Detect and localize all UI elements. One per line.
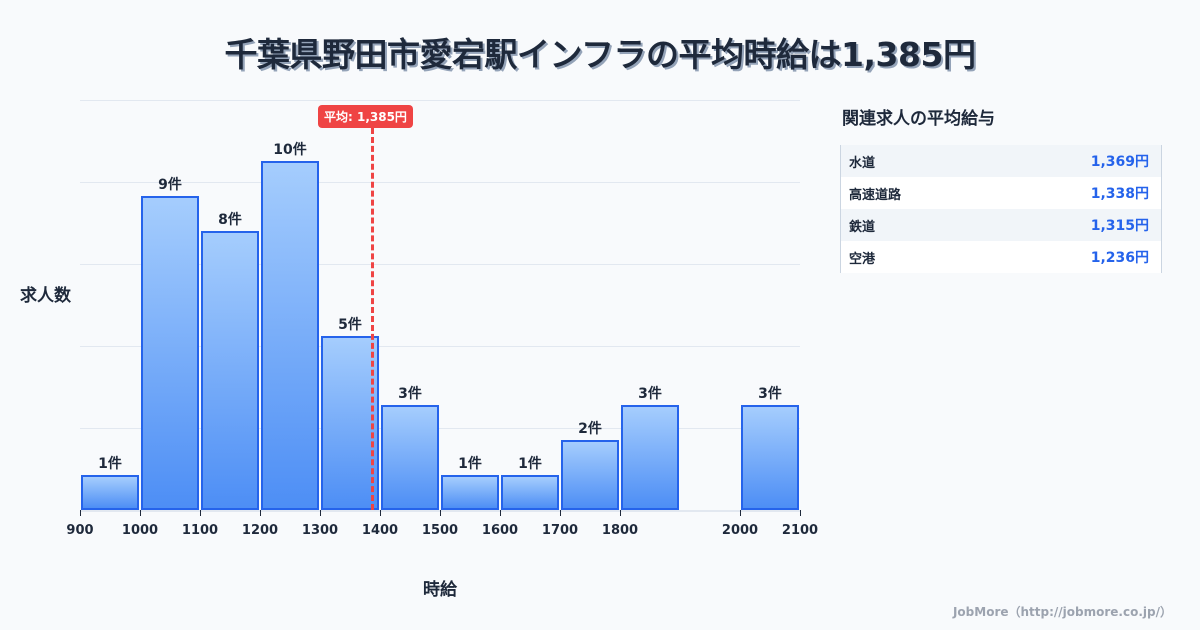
x-tick-label: 1200 xyxy=(241,523,279,538)
x-tick xyxy=(800,510,801,516)
histogram-bar xyxy=(741,405,799,510)
x-tick-label: 1400 xyxy=(361,523,399,538)
histogram-bar xyxy=(621,405,679,510)
histogram-bar xyxy=(201,230,259,510)
histogram-bar xyxy=(321,335,379,510)
x-tick-label: 1600 xyxy=(481,523,519,538)
x-tick-label: 1100 xyxy=(181,523,219,538)
table-row: 高速道路 1,338円 xyxy=(841,177,1161,209)
x-tick-label: 1300 xyxy=(301,523,339,538)
row-value: 1,236円 xyxy=(1090,250,1149,266)
table-row: 空港 1,236円 xyxy=(841,241,1161,273)
x-tick xyxy=(320,510,321,516)
x-tick-label: 1500 xyxy=(421,523,459,538)
x-tick-label: 1000 xyxy=(121,523,159,538)
x-tick xyxy=(80,510,81,516)
x-tick xyxy=(200,510,201,516)
row-name: 水道 xyxy=(849,155,876,171)
average-line xyxy=(371,128,374,510)
gridline xyxy=(80,100,800,101)
histogram-bar xyxy=(261,161,319,510)
row-value: 1,315円 xyxy=(1090,218,1149,234)
x-tick xyxy=(260,510,261,516)
row-name: 高速道路 xyxy=(849,187,902,203)
bar-value-label: 9件 xyxy=(158,176,182,193)
x-tick xyxy=(140,510,141,516)
table-row: 水道 1,369円 xyxy=(841,145,1161,177)
x-tick xyxy=(380,510,381,516)
gridline xyxy=(80,264,800,265)
histogram-bar xyxy=(141,195,199,510)
bar-value-label: 2件 xyxy=(578,421,602,438)
x-tick xyxy=(440,510,441,516)
histogram-bar xyxy=(561,440,619,510)
x-tick-label: 900 xyxy=(66,523,94,538)
bar-value-label: 3件 xyxy=(638,386,662,403)
histogram-bar xyxy=(501,475,559,510)
row-value: 1,369円 xyxy=(1090,154,1149,170)
y-axis-label: 求人数 xyxy=(20,286,71,306)
histogram-chart: 1件 9件 8件 10件 5件 3件 1件 1件 2件 3件 3件 900 1000 1100 1200 1… xyxy=(20,100,818,600)
histogram-bar xyxy=(81,475,139,510)
bar-value-label: 3件 xyxy=(398,386,422,403)
bar-value-label: 1件 xyxy=(458,456,482,473)
x-tick-label: 1800 xyxy=(601,523,639,538)
bar-value-label: 1件 xyxy=(98,456,122,473)
x-tick-label: 1700 xyxy=(541,523,579,538)
gridline xyxy=(80,182,800,183)
related-salary-table: 水道 1,369円 高速道路 1,338円 鉄道 1,315円 空港 1,236… xyxy=(840,145,1162,273)
related-salary-title: 関連求人の平均給与 xyxy=(842,109,995,129)
bar-value-label: 10件 xyxy=(273,142,307,158)
bar-value-label: 3件 xyxy=(758,386,782,403)
footer-credit: JobMore（http://jobmore.co.jp/） xyxy=(952,605,1172,619)
histogram-bar xyxy=(441,475,499,510)
average-badge: 平均: 1,385円 xyxy=(318,105,413,128)
bar-value-label: 8件 xyxy=(218,211,242,228)
bar-value-label: 1件 xyxy=(518,456,542,473)
page-title: 千葉県野田市愛宕駅インフラの平均時給は1,385円 xyxy=(224,35,976,74)
table-row: 鉄道 1,315円 xyxy=(841,209,1161,241)
x-tick xyxy=(620,510,621,516)
bar-value-label: 5件 xyxy=(338,316,362,333)
x-tick xyxy=(500,510,501,516)
x-tick xyxy=(560,510,561,516)
x-tick-label: 2100 xyxy=(781,523,819,538)
row-name: 鉄道 xyxy=(849,219,876,235)
x-tick-label: 2000 xyxy=(721,523,759,538)
x-axis-label: 時給 xyxy=(423,580,457,600)
row-value: 1,338円 xyxy=(1090,186,1149,202)
x-tick xyxy=(740,510,741,516)
row-name: 空港 xyxy=(849,251,876,267)
gridline xyxy=(80,428,800,429)
histogram-bar xyxy=(381,405,439,510)
gridline xyxy=(80,346,800,347)
